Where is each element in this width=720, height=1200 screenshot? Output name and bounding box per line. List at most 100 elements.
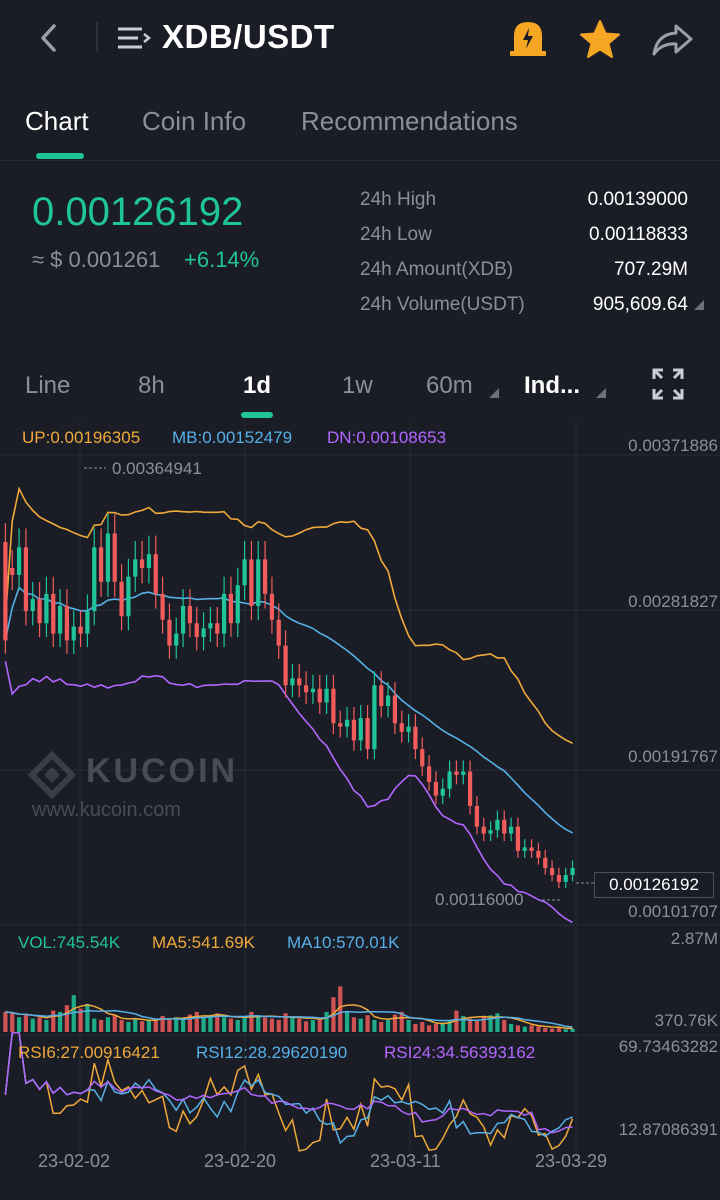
volume-bar (235, 1019, 240, 1032)
date-label: 23-03-11 (370, 1151, 441, 1171)
candle-body (160, 593, 165, 620)
volume-bar (194, 1011, 199, 1032)
interval-1d[interactable]: 1d (243, 372, 272, 399)
interval-1w[interactable]: 1w (342, 372, 373, 399)
candle-body (515, 826, 521, 851)
candle-body (488, 830, 493, 834)
volume-bar (105, 1017, 111, 1032)
menu-icon[interactable] (116, 24, 152, 54)
volume-bar (549, 1028, 555, 1032)
volume-bar (447, 1019, 452, 1032)
candle-body (139, 559, 145, 568)
kline-chart[interactable]: KUCOIN www.kucoin.com UP:0.00196305 MB:0… (0, 420, 720, 1200)
candle-body (338, 723, 343, 727)
candle-body (235, 585, 240, 624)
fullscreen-icon[interactable] (652, 368, 684, 400)
candle-body (85, 611, 90, 634)
volume-bar (488, 1015, 493, 1032)
rsi-axis-min: 12.87086391 (618, 1120, 718, 1139)
interval-60m[interactable]: 60m (426, 372, 473, 399)
volume-bar (228, 1018, 234, 1032)
candle-body (37, 599, 42, 624)
volume-bar (30, 1018, 35, 1032)
volume-bar (461, 1015, 466, 1032)
candle-body (440, 788, 445, 796)
indicators-dropdown-icon[interactable] (596, 388, 606, 398)
stat-label-low: 24h Low (360, 224, 432, 245)
candle-body (64, 605, 70, 641)
candle-body (392, 695, 398, 724)
volume-bar (256, 1015, 261, 1032)
star-icon[interactable] (578, 18, 622, 60)
volume-bar (502, 1019, 507, 1032)
candle-body (57, 605, 63, 634)
boll-dn-label: DN:0.00108653 (327, 428, 447, 447)
tab-chart[interactable]: Chart (25, 106, 89, 136)
volume-bar (481, 1017, 486, 1032)
candle-body (228, 593, 234, 624)
max-price-marker: 0.00364941 (112, 459, 202, 478)
candle-body (508, 826, 514, 834)
candle-body (221, 593, 227, 634)
candle-body (563, 874, 568, 882)
candle-body (372, 685, 377, 750)
tab-coin-info[interactable]: Coin Info (142, 106, 247, 136)
candle-body (187, 605, 193, 624)
candle-body (447, 771, 452, 789)
candle-body (303, 685, 309, 693)
candle-body (112, 533, 117, 582)
interval-8h[interactable]: 8h (138, 372, 165, 399)
pair-title[interactable]: XDB/USDT (162, 18, 335, 55)
candle-body (105, 533, 111, 582)
volume-bar (78, 1008, 83, 1032)
volume-bar (317, 1018, 322, 1032)
candle-body (502, 819, 507, 834)
price-axis-label: 0.00371886 (628, 436, 718, 455)
share-icon[interactable] (650, 20, 694, 60)
volume-bar (98, 1019, 104, 1032)
volume-bar (71, 995, 76, 1032)
change-percent: +6.14% (184, 247, 260, 272)
volume-toggle-icon[interactable] (692, 298, 704, 310)
volume-bar (570, 1028, 575, 1032)
volume-bar (187, 1014, 193, 1032)
candle-body (98, 547, 104, 582)
volume-bar (433, 1023, 439, 1032)
back-icon[interactable] (30, 18, 70, 58)
volume-bar (174, 1017, 179, 1032)
candle-body (365, 718, 370, 750)
kucoin-watermark (27, 750, 77, 800)
interval-dropdown-icon[interactable] (489, 388, 499, 398)
volume-bar (508, 1023, 514, 1032)
tab-recommendations[interactable]: Recommendations (301, 106, 518, 136)
bell-alert-icon[interactable] (508, 18, 548, 58)
volume-bar (85, 1003, 90, 1032)
candle-body (344, 719, 350, 727)
candle-body (461, 771, 466, 775)
stat-value-high: 0.00139000 (587, 189, 688, 210)
current-price-tag: 0.00126192 (594, 872, 714, 898)
volume-bar (92, 1018, 97, 1032)
volume-bar (262, 1017, 268, 1032)
candle-body (133, 559, 138, 577)
candle-body (146, 554, 152, 568)
candle-body (331, 688, 336, 724)
candle-body (256, 559, 261, 606)
chart-canvas[interactable] (0, 420, 720, 1200)
volume-bar (379, 1021, 384, 1032)
candle-body (3, 542, 8, 641)
candle-body (399, 723, 404, 732)
candle-body (290, 678, 295, 686)
volume-bar (385, 1019, 391, 1032)
candle-body (276, 619, 281, 646)
volume-bar (126, 1021, 131, 1032)
volume-bar (297, 1018, 302, 1032)
candle-body (30, 599, 35, 612)
volume-bar (406, 1019, 411, 1032)
interval-line[interactable]: Line (25, 372, 71, 399)
volume-bar (16, 1017, 22, 1032)
indicators-menu[interactable]: Ind... (524, 372, 580, 399)
volume-bar (310, 1019, 316, 1032)
candle-body (495, 819, 500, 831)
volume-bar (57, 1011, 63, 1032)
